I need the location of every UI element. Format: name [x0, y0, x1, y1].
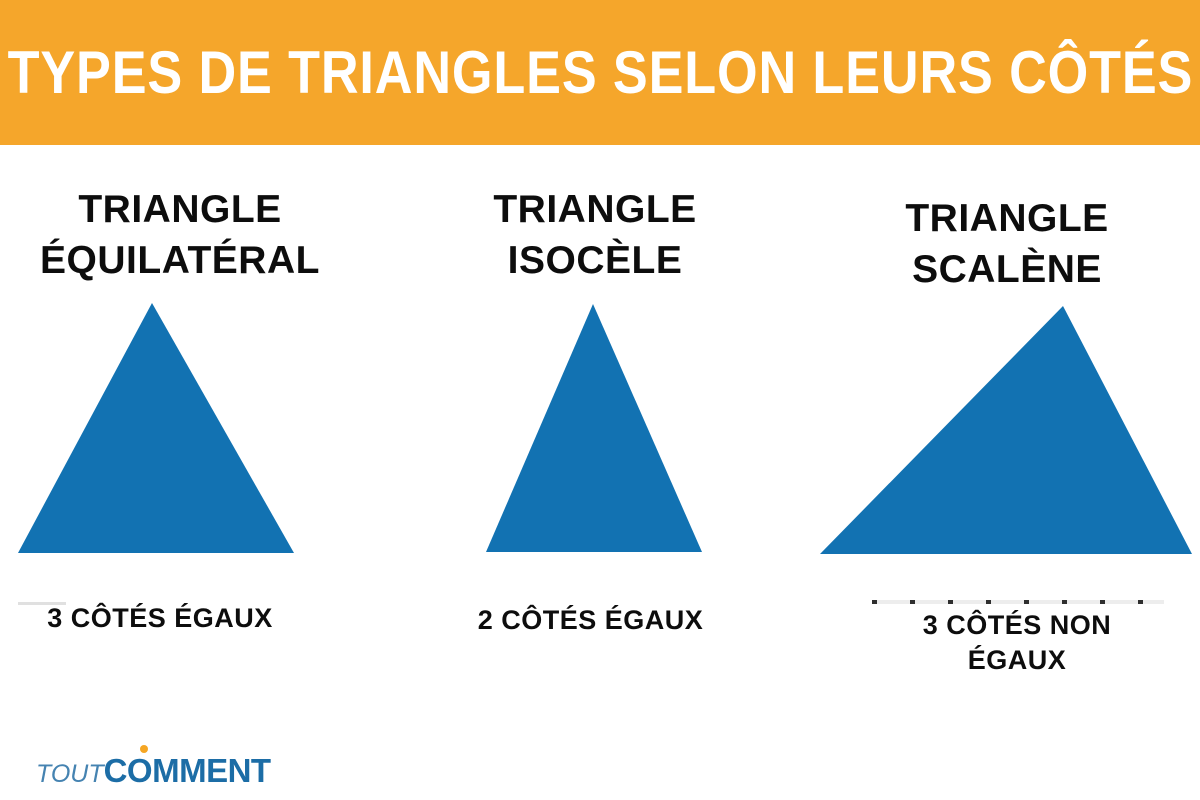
caption-equilateral: 3 CÔTÉS ÉGAUX: [47, 603, 273, 633]
title-isocele-line2: ISOCÈLE: [507, 239, 683, 282]
title-scalene-line2: SCALÈNE: [912, 248, 1102, 291]
logo-text-tout: TOUT: [36, 760, 104, 788]
logo-text-comment: COMMENT: [103, 752, 271, 789]
isocele-triangle-shape: [486, 304, 702, 552]
title-equilateral-line1: TRIANGLE: [78, 188, 282, 231]
title-scalene: TRIANGLE SCALÈNE: [847, 193, 1167, 295]
logo-orange-dot-icon: [140, 745, 148, 753]
dotted-line-fragment-left: [18, 602, 66, 605]
toutcomment-logo: TOUTCOMMENT: [36, 745, 271, 790]
equilateral-triangle: [18, 303, 294, 553]
isocele-triangle: [486, 304, 702, 552]
title-equilateral-line2: ÉQUILATÉRAL: [40, 239, 320, 282]
scalene-triangle-shape: [820, 306, 1192, 554]
title-isocele: TRIANGLE ISOCÈLE: [435, 184, 755, 286]
title-scalene-line1: TRIANGLE: [905, 197, 1109, 240]
dotted-line-fragment-right: [872, 600, 1164, 604]
title-equilateral: TRIANGLE ÉQUILATÉRAL: [15, 184, 345, 286]
header-banner: TYPES DE TRIANGLES SELON LEURS CÔTÉS: [0, 0, 1200, 145]
equilateral-triangle-shape: [18, 303, 294, 553]
title-isocele-line1: TRIANGLE: [493, 188, 697, 231]
caption-isocele: 2 CÔTÉS ÉGAUX: [477, 605, 704, 635]
caption-scalene: 3 CÔTÉS NON ÉGAUX: [922, 610, 1112, 675]
scalene-triangle: [820, 306, 1192, 554]
page-title: TYPES DE TRIANGLES SELON LEURS CÔTÉS: [7, 39, 1193, 106]
